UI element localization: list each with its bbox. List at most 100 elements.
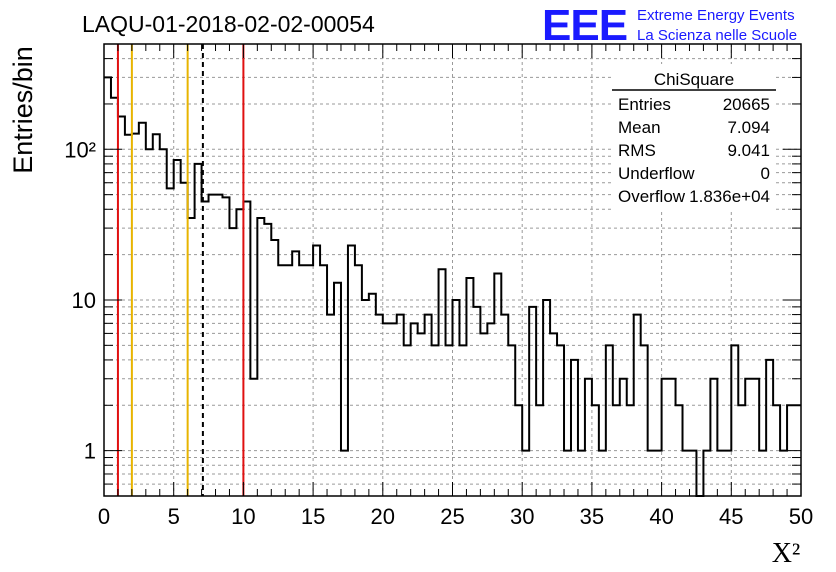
histogram-bin (710, 379, 717, 496)
histogram-bin (543, 300, 550, 496)
histogram-bin (564, 451, 571, 496)
histogram-bin (404, 345, 411, 496)
histogram-bin (606, 345, 613, 496)
histogram-bin (773, 405, 780, 496)
histogram-bin (439, 269, 446, 496)
histogram-bin (104, 77, 111, 496)
histogram-bin (390, 323, 397, 496)
stats-title: ChiSquare (654, 70, 734, 89)
histogram-bin (592, 405, 599, 496)
histogram-bin (181, 183, 188, 496)
histogram-bin (634, 315, 641, 496)
x-tick-label: 0 (98, 504, 110, 529)
histogram-bin (153, 134, 160, 496)
histogram-bin (620, 379, 627, 496)
histogram-bin (383, 323, 390, 496)
histogram-bin (599, 451, 606, 496)
x-axis-ticks (103, 44, 802, 496)
x-tick-label: 10 (231, 504, 255, 529)
histogram-bin (209, 195, 216, 496)
histogram-bin (473, 307, 480, 496)
histogram-bin (689, 451, 696, 496)
histogram-bin (613, 405, 620, 496)
histogram-bin (306, 265, 313, 496)
histogram-bin (362, 300, 369, 496)
x-tick-label: 15 (301, 504, 325, 529)
histogram-bin (118, 117, 125, 496)
histogram-bin (167, 188, 174, 496)
histogram-bin (641, 345, 648, 496)
histogram-bin (111, 98, 118, 496)
histogram-bin (146, 149, 153, 496)
stats-label: Underflow (618, 164, 695, 183)
histogram-bin (222, 197, 229, 496)
x-tick-label: 40 (649, 504, 673, 529)
histogram-bin (216, 195, 223, 496)
histogram-bin (174, 160, 181, 496)
y-tick-label: 10 (72, 288, 96, 313)
histogram-bin (676, 405, 683, 496)
histogram-bin (418, 333, 425, 496)
histogram-bin (299, 265, 306, 496)
histogram-bin (766, 360, 773, 496)
histogram-bin (508, 345, 515, 496)
histogram-bin (195, 164, 202, 496)
histogram-bin (334, 283, 341, 496)
histogram-bin (285, 265, 292, 496)
histogram-bin (125, 135, 132, 496)
histogram-bin (320, 265, 327, 496)
histogram-bin (648, 451, 655, 496)
x-axis-label: X² (772, 538, 801, 569)
histogram-bin (453, 300, 460, 496)
histogram-bin (529, 307, 536, 496)
histogram-bin (139, 123, 146, 496)
histogram-bin (683, 451, 690, 496)
histogram-bin (738, 405, 745, 496)
histogram-bin (229, 228, 236, 496)
histogram-bin (188, 218, 195, 496)
x-tick-label: 30 (510, 504, 534, 529)
histogram-bin (264, 224, 271, 496)
y-tick-label: 10² (64, 137, 96, 162)
stats-value: 20665 (723, 95, 770, 114)
stats-label: RMS (618, 141, 656, 160)
stats-label: Mean (618, 118, 661, 137)
x-tick-label: 5 (168, 504, 180, 529)
histogram-bin (250, 379, 257, 496)
histogram-bin (759, 451, 766, 496)
histogram-bin (160, 149, 167, 496)
histogram-bin (243, 202, 250, 496)
stats-value: 9.041 (727, 141, 770, 160)
histogram-bin (278, 265, 285, 496)
histogram-bin (501, 315, 508, 496)
org-name-line1: Extreme Energy Events (637, 7, 795, 24)
histogram-bin (515, 405, 522, 496)
histogram-bin (341, 451, 348, 496)
histogram-bin (627, 405, 634, 496)
histogram-bin (745, 379, 752, 496)
histogram-bin (494, 273, 501, 496)
histogram-bin (655, 451, 662, 496)
histogram-bin (536, 405, 543, 496)
histogram-bin (369, 294, 376, 496)
histogram-bin (522, 451, 529, 496)
stats-value: 1.836e+04 (689, 187, 770, 206)
histogram-bin (557, 345, 564, 496)
histogram-bin (724, 451, 731, 496)
histogram-bin (432, 345, 439, 496)
stats-value: 0 (761, 164, 770, 183)
stats-label: Entries (618, 95, 671, 114)
histogram-bin (780, 451, 787, 496)
histogram-bin (466, 278, 473, 496)
histogram-bin (717, 451, 724, 496)
histogram-bin (752, 379, 759, 496)
stats-box-bg (612, 64, 776, 210)
histogram-bin (731, 345, 738, 496)
eee-logo: EEE (542, 1, 627, 50)
histogram-bin (376, 315, 383, 496)
histogram-bin (480, 333, 487, 496)
y-axis-label: Entries/bin (8, 46, 38, 174)
histogram-bin (132, 134, 139, 496)
histogram-bin (578, 451, 585, 496)
